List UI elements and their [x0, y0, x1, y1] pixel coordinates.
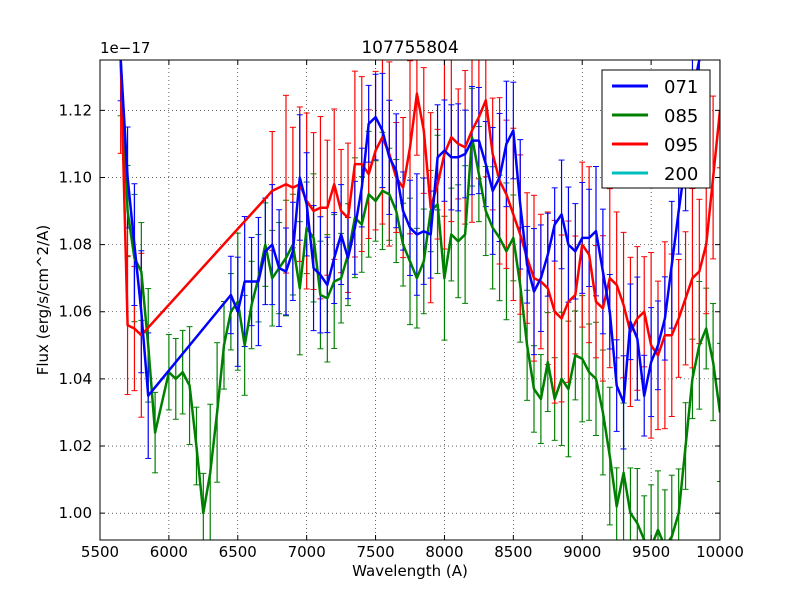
x-tick-label: 7500 — [356, 543, 394, 561]
legend-label-095: 095 — [664, 135, 698, 156]
x-tick-label: 8000 — [425, 543, 463, 561]
legend-label-200: 200 — [664, 164, 698, 185]
y-tick-label: 1.00 — [59, 504, 92, 522]
y-tick-label: 1.10 — [59, 168, 92, 186]
series-layer — [117, 60, 720, 540]
x-tick-label: 10000 — [696, 543, 744, 561]
y-tick-label: 1.06 — [59, 303, 92, 321]
legend-label-085: 085 — [664, 106, 698, 127]
ticks: 5500 6000 6500 7000 7500 8000 8500 9000 9500 1000… — [59, 60, 744, 561]
x-tick-label: 8500 — [494, 543, 532, 561]
offset-label: 1e−17 — [100, 39, 150, 57]
legend-label-071: 071 — [664, 77, 698, 98]
x-tick-label: 6000 — [150, 543, 188, 561]
y-tick-label: 1.02 — [59, 437, 92, 455]
y-tick-label: 1.08 — [59, 236, 92, 254]
legend: 071 085 095 200 — [601, 69, 711, 189]
series-085-line — [119, 60, 720, 540]
plot-frame — [99, 59, 721, 541]
x-tick-label: 7000 — [288, 543, 326, 561]
y-tick-label: 1.04 — [59, 370, 92, 388]
legend-box — [601, 69, 711, 189]
x-axis-label: Wavelength (A) — [352, 562, 468, 580]
chart-title: 107755804 — [361, 38, 458, 58]
x-tick-label: 9000 — [563, 543, 601, 561]
x-tick-label: 9500 — [632, 543, 670, 561]
series-071-line — [119, 60, 701, 404]
x-tick-label: 5500 — [81, 543, 119, 561]
x-tick-label: 6500 — [219, 543, 257, 561]
y-tick-label: 1.12 — [59, 101, 92, 119]
y-axis-label: Flux (erg/s/cm^2/A) — [34, 225, 52, 376]
series-095-line — [119, 60, 720, 357]
